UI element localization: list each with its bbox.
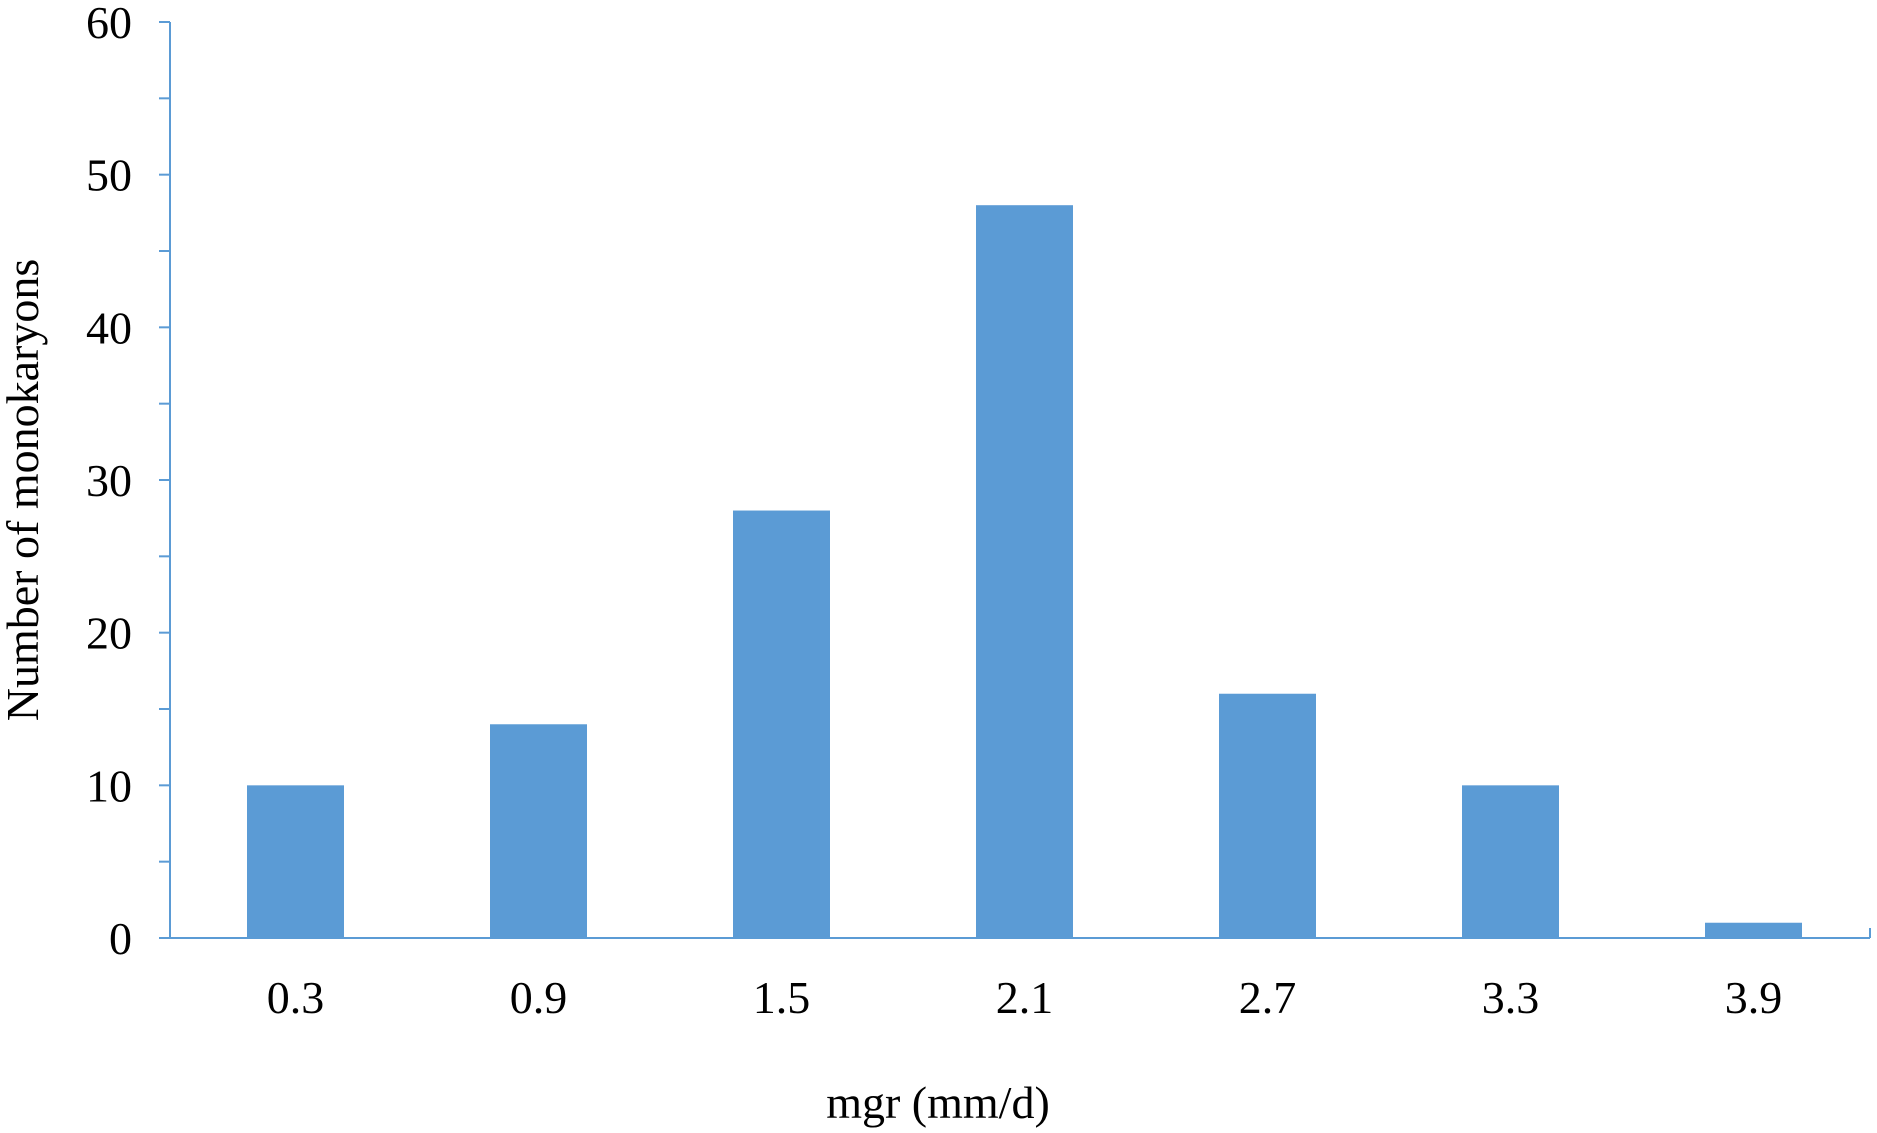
y-tick-label: 40 xyxy=(86,302,132,353)
bar xyxy=(490,724,587,938)
bar xyxy=(247,785,344,938)
y-tick-labels: 0 10 20 30 40 50 60 xyxy=(86,0,132,964)
y-tick-label: 20 xyxy=(86,608,132,659)
bar xyxy=(733,510,830,938)
bar xyxy=(1462,785,1559,938)
x-tick-label: 3.3 xyxy=(1482,972,1540,1023)
bar xyxy=(1705,922,1802,938)
y-axis xyxy=(159,21,171,939)
y-tick-label: 0 xyxy=(109,913,132,964)
y-tick-label: 60 xyxy=(86,0,132,48)
x-tick-label: 2.7 xyxy=(1239,972,1297,1023)
y-axis-title: Number of monokaryons xyxy=(0,259,48,721)
x-tick-label: 3.9 xyxy=(1725,972,1783,1023)
bar xyxy=(976,205,1073,938)
x-tick-label: 0.3 xyxy=(267,972,325,1023)
x-tick-label: 2.1 xyxy=(996,972,1054,1023)
bar xyxy=(1219,693,1316,938)
x-axis-title: mgr (mm/d) xyxy=(826,1077,1050,1128)
x-tick-label: 1.5 xyxy=(753,972,811,1023)
x-tick-labels: 0.3 0.9 1.5 2.1 2.7 3.3 3.9 xyxy=(267,972,1783,1023)
y-tick-label: 30 xyxy=(86,455,132,506)
bars xyxy=(247,205,1802,938)
y-tick-label: 50 xyxy=(86,150,132,201)
y-tick-label: 10 xyxy=(86,760,132,811)
x-tick-label: 0.9 xyxy=(510,972,568,1023)
